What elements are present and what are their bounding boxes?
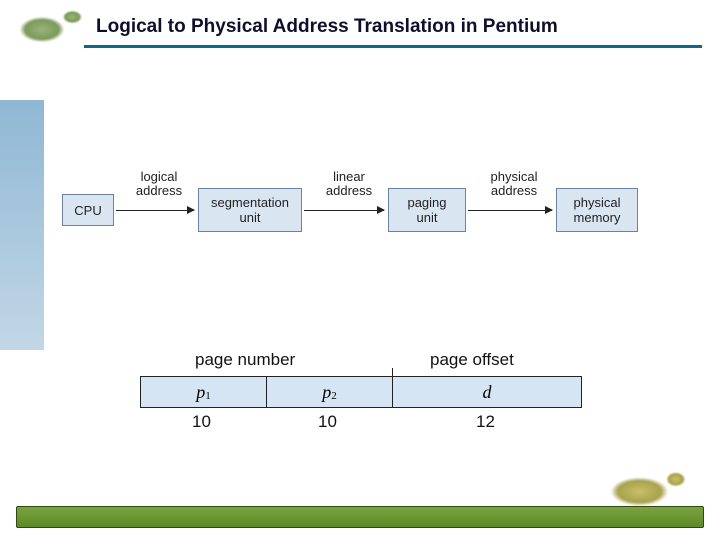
cpu-box: CPU xyxy=(62,194,114,226)
page-fields-row: p1 p2 d xyxy=(140,376,582,408)
header: Logical to Physical Address Translation … xyxy=(0,0,720,60)
divider-tick xyxy=(392,368,393,376)
bits-d: 12 xyxy=(476,412,495,432)
dinosaur-icon xyxy=(10,2,90,52)
title-underline xyxy=(84,45,702,48)
arrow-physical xyxy=(468,210,552,211)
phys-label: physical memory xyxy=(574,195,621,225)
pag-label: paging unit xyxy=(407,195,446,225)
arrow-linear xyxy=(304,210,384,211)
linear-address-label: linear address xyxy=(314,170,384,199)
footer-bar xyxy=(16,506,704,528)
page-number-header: page number xyxy=(195,350,295,370)
logical-address-label: logical address xyxy=(124,170,194,199)
paging-unit-box: paging unit xyxy=(388,188,466,232)
arrow-logical xyxy=(116,210,194,211)
bits-p2: 10 xyxy=(318,412,337,432)
bits-p1: 10 xyxy=(192,412,211,432)
cell-d: d xyxy=(393,377,581,407)
page-title: Logical to Physical Address Translation … xyxy=(96,16,558,38)
cpu-label: CPU xyxy=(74,203,101,218)
page-offset-header: page offset xyxy=(430,350,514,370)
cell-p1: p1 xyxy=(141,377,267,407)
segmentation-unit-box: segmentation unit xyxy=(198,188,302,232)
physical-address-label: physical address xyxy=(478,170,550,199)
seg-label: segmentation unit xyxy=(211,195,289,225)
physical-memory-box: physical memory xyxy=(556,188,638,232)
cell-p2: p2 xyxy=(267,377,393,407)
address-translation-flow: CPU logical address segmentation unit li… xyxy=(62,160,682,270)
left-sidebar xyxy=(0,100,44,350)
